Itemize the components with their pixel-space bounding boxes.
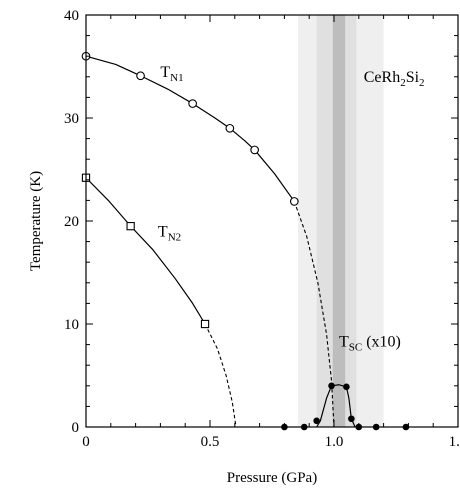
x-tick-label-4: 1.5 (449, 434, 460, 450)
tsc-suffix: (x10) (362, 334, 401, 351)
series-2-point-3 (200, 319, 210, 329)
y-tick-label-4: 30 (64, 111, 79, 127)
y-tick-label-2: 10 (64, 317, 79, 333)
curves (85, 55, 356, 428)
x-tick-label-2: 0.5 (201, 434, 220, 450)
y-axis-title: Temperature (K) (28, 171, 44, 271)
shaded-regions (298, 15, 384, 427)
tsc-main: T (339, 334, 349, 351)
axis-ticks (85, 14, 459, 428)
series-1-point-3 (188, 99, 197, 108)
series-3-point-5 (343, 383, 350, 391)
shaded-region-3 (332, 15, 346, 427)
tn1-main: T (160, 64, 170, 81)
tsc-annotation: TSC (x10) (339, 334, 401, 354)
series-3-point-6 (348, 415, 355, 423)
y-tick-label-3: 20 (64, 214, 79, 230)
compound-part-4: 2 (419, 77, 425, 89)
series-2-solid-line (85, 177, 206, 325)
series-1-point-2 (136, 71, 145, 81)
series-3-point-4 (328, 382, 335, 390)
y-tick-label-5: 40 (64, 8, 79, 24)
compound-annotation: CeRh2Si2 (364, 69, 425, 89)
compound-part-1: CeRh (364, 69, 400, 86)
x-axis-title: Pressure (GPa) (227, 470, 317, 486)
series-2-point-2 (126, 222, 135, 231)
x-tick-label-3: 1.0 (325, 434, 344, 450)
tn2-annotation: TN2 (158, 223, 181, 243)
series-3-solid-line (316, 384, 356, 428)
tn1-annotation: TN1 (160, 64, 183, 84)
series-1-solid-line (85, 55, 295, 202)
series-1-dashed-line (293, 201, 335, 428)
tn2-main: T (158, 223, 168, 240)
series-3-point-3 (313, 417, 320, 425)
compound-part-3: Si (406, 69, 420, 86)
tsc-sub: SC (349, 342, 362, 354)
tn2-sub: N2 (168, 231, 181, 243)
tn1-sub: N1 (170, 72, 183, 84)
compound-part-2: 2 (400, 77, 406, 89)
x-tick-label-1: 0 (82, 434, 90, 450)
y-tick-label-1: 0 (72, 420, 80, 436)
series-1-point-6 (289, 197, 299, 206)
tick-labels: 0 0.5 1.0 1.5 0 10 20 30 40 (64, 8, 460, 450)
series-2-dashed-line (204, 323, 237, 428)
series-1-point-4 (225, 123, 235, 133)
series-1-point-5 (250, 145, 259, 155)
